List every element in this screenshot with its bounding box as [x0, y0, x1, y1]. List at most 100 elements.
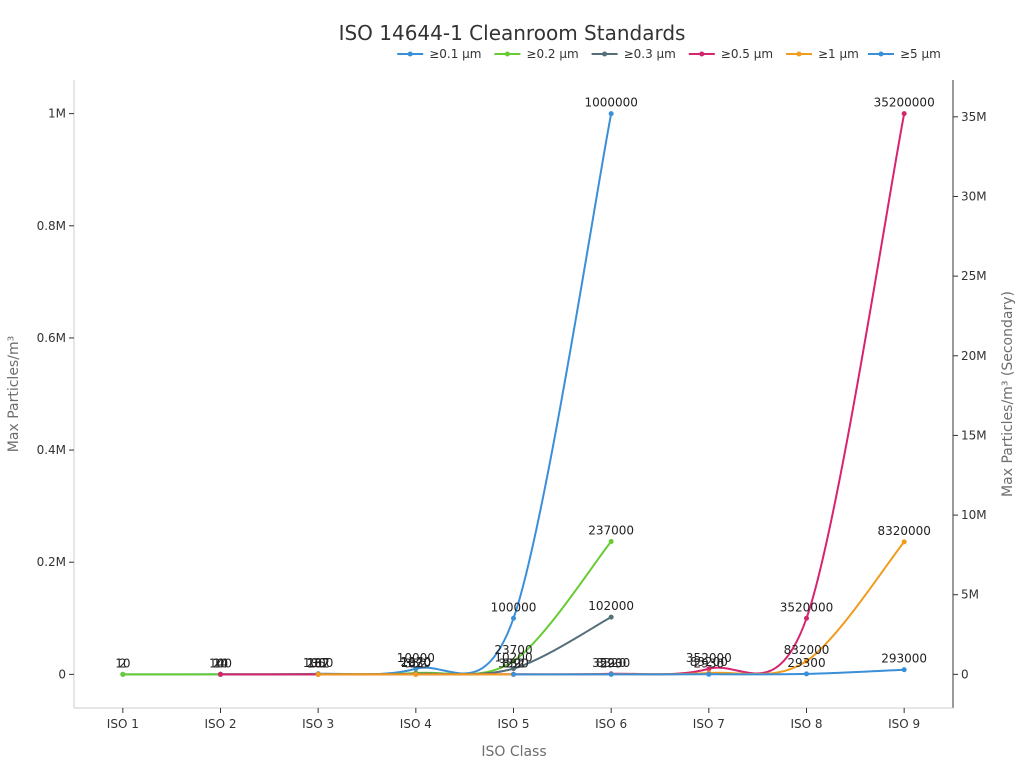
data-point [706, 666, 712, 672]
data-point [901, 539, 907, 545]
legend-label: ≥1 µm [818, 47, 859, 61]
data-point [901, 667, 907, 673]
data-label: 35200000 [874, 96, 935, 110]
x-tick-label: ISO 9 [888, 717, 920, 731]
data-label: 102000 [588, 599, 634, 613]
y-tick-label: 0.6M [37, 331, 66, 345]
x-ticks: ISO 1 ISO 2 ISO 3 ISO 4 ISO 5 ISO 6 ISO 7 ISO 8… [107, 708, 920, 731]
data-label: 100 [209, 656, 232, 670]
data-label: 100000 [491, 600, 537, 614]
series-group [120, 111, 907, 677]
y-tick-label: 0.2M [37, 555, 66, 569]
data-label: 35 [311, 656, 326, 670]
y-ticks: 0 0.2M 0.4M 0.6M 0.8M 1M [37, 107, 74, 681]
data-point [608, 614, 614, 620]
data-label: 237 [307, 656, 330, 670]
data-label: 8320 [596, 656, 627, 670]
data-label: 23700 [494, 643, 532, 657]
data-point [608, 538, 614, 544]
data-point [901, 111, 907, 117]
data-label: 8 [314, 656, 322, 670]
data-label: 1000000 [584, 96, 637, 110]
data-point [413, 666, 419, 672]
data-label: 1000 [303, 656, 334, 670]
y-tick-label: 0.4M [37, 443, 66, 457]
legend-swatch-dot [796, 51, 802, 57]
x-tick-label: ISO 5 [497, 717, 529, 731]
data-point [511, 671, 516, 677]
data-point [706, 671, 712, 677]
data-label: 10 [115, 656, 130, 670]
data-label: 4 [217, 656, 225, 670]
data-label: 293 [600, 656, 623, 670]
x-tick-label: ISO 2 [204, 717, 236, 731]
legend-swatch-dot [504, 51, 510, 57]
data-point [804, 671, 809, 677]
data-label: 3520000 [780, 600, 833, 614]
x-tick-label: ISO 3 [302, 717, 334, 731]
y2-tick-label: 20M [961, 349, 987, 363]
data-label: 293000 [881, 652, 927, 666]
data-point [511, 658, 516, 664]
x-tick-label: ISO 4 [400, 717, 432, 731]
legend-swatch-dot [878, 51, 884, 57]
legend-label: ≥0.5 µm [721, 47, 773, 61]
data-label: 29300 [787, 656, 825, 670]
data-label: 83200 [690, 655, 728, 669]
y2-tick-label: 30M [961, 189, 987, 203]
data-label: 29 [506, 656, 521, 670]
y-tick-label: 1M [48, 107, 66, 121]
x-tick-label: ISO 7 [693, 717, 725, 731]
data-label: 832000 [784, 643, 830, 657]
data-label: 237000 [588, 523, 634, 537]
data-point [218, 671, 223, 677]
data-label: 10 [213, 656, 228, 670]
data-label: 3520 [498, 656, 529, 670]
y2-ticks: 0 5M 10M 15M 20M 25M 30M 35M [953, 110, 987, 681]
legend-swatch-dot [602, 51, 608, 57]
data-label: 2 [119, 656, 127, 670]
data-point [511, 615, 516, 621]
data-point [804, 658, 809, 664]
series-line [122, 540, 612, 676]
legend: ≥0.1 µm ≥0.2 µm ≥0.3 µm ≥0.5 µm ≥1 µm ≥5 µm [397, 47, 941, 61]
y-axis-title: Max Particles/m³ [6, 336, 22, 452]
y2-tick-label: 25M [961, 269, 987, 283]
data-label: 10000 [397, 651, 435, 665]
data-label: 832 [502, 656, 525, 670]
legend-label: ≥0.3 µm [624, 47, 676, 61]
legend-label: ≥0.1 µm [429, 47, 481, 61]
x-tick-label: ISO 6 [595, 717, 627, 731]
data-point [413, 671, 419, 677]
y2-tick-label: 0 [961, 667, 969, 681]
x-tick-label: ISO 8 [790, 717, 822, 731]
x-tick-label: ISO 1 [107, 717, 139, 731]
legend-label: ≥0.2 µm [526, 47, 578, 61]
data-label: 1020 [401, 656, 432, 670]
data-label: 102 [307, 656, 330, 670]
legend-label: ≥5 µm [900, 47, 941, 61]
y2-tick-label: 5M [961, 588, 979, 602]
data-point [511, 666, 516, 672]
y2-axis-title: Max Particles/m³ (Secondary) [1000, 291, 1016, 497]
data-label: 2930 [694, 656, 725, 670]
data-point [608, 111, 614, 117]
y-tick-label: 0.8M [37, 219, 66, 233]
data-label: 352 [404, 656, 427, 670]
y-tick-label: 0 [58, 667, 66, 681]
data-label: 352000 [686, 651, 732, 665]
x-axis-title: ISO Class [481, 744, 546, 760]
series-line [122, 113, 613, 676]
data-label: 83 [408, 656, 423, 670]
data-point [315, 671, 321, 677]
data-label: 35200 [592, 656, 630, 670]
data-point [120, 671, 126, 677]
legend-swatch-dot [407, 51, 413, 57]
data-label: 10200 [494, 651, 532, 665]
data-label: 2370 [401, 655, 432, 669]
data-label: 24 [213, 656, 228, 670]
data-point [608, 671, 614, 677]
y2-tick-label: 10M [961, 508, 987, 522]
